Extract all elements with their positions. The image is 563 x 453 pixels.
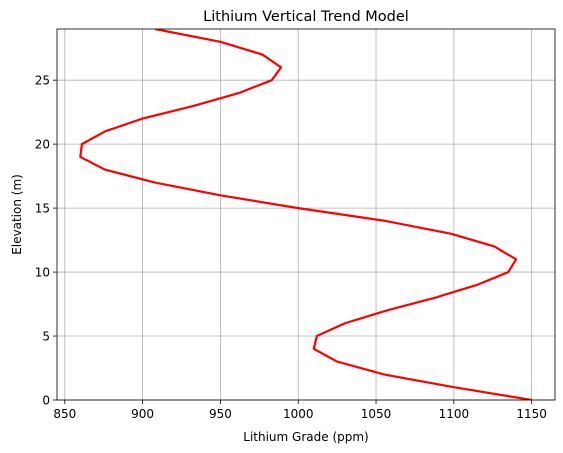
y-tick-label: 0: [42, 394, 50, 408]
x-tick-label: 850: [53, 407, 76, 421]
x-tick-label: 1100: [439, 407, 470, 421]
y-tick-label: 10: [35, 266, 50, 280]
x-tick-label: 1050: [361, 407, 392, 421]
x-tick-label: 900: [131, 407, 154, 421]
x-tick-label: 1000: [283, 407, 314, 421]
y-tick-label: 20: [35, 138, 50, 152]
plot-frame: [56, 28, 556, 401]
plot-background: [57, 29, 555, 400]
x-tick-label: 950: [209, 407, 232, 421]
y-axis-label: Elevation (m): [10, 174, 24, 255]
chart-title: Lithium Vertical Trend Model: [203, 9, 409, 25]
x-tick-label: 1150: [516, 407, 547, 421]
series-line: [79, 29, 532, 400]
y-tick-label: 5: [42, 330, 50, 344]
ticks: 850 900 950 1000 1050 1100 1150 0 5 10 15 20 25: [35, 74, 547, 421]
x-axis-label: Lithium Grade (ppm): [243, 430, 368, 444]
y-tick-label: 15: [35, 202, 50, 216]
grid: [57, 29, 555, 401]
y-tick-label: 25: [35, 74, 50, 88]
series: [79, 29, 532, 400]
